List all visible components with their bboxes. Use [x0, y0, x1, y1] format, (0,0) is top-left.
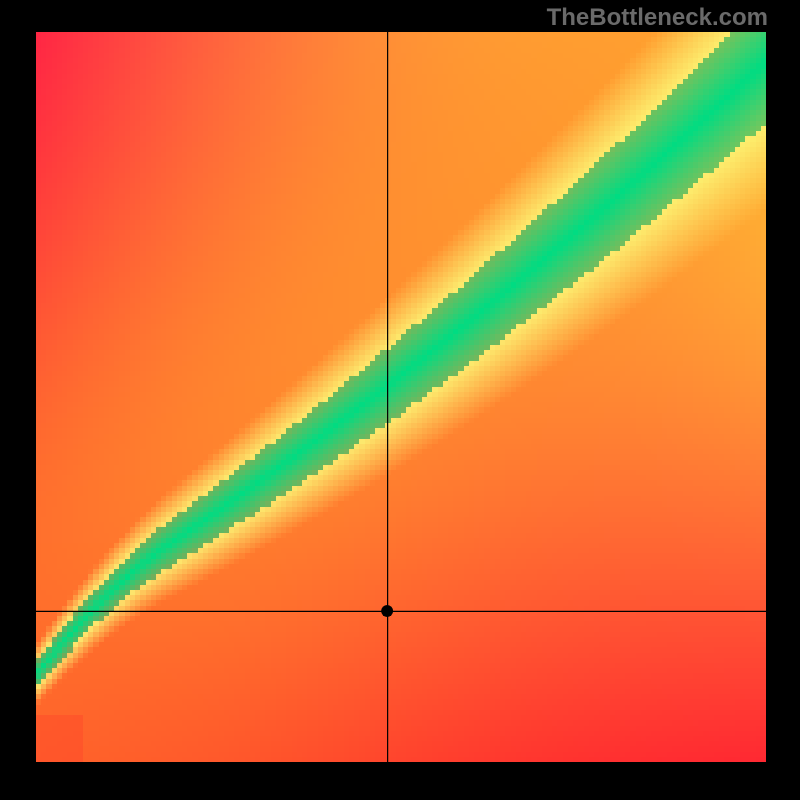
- watermark-text: TheBottleneck.com: [547, 4, 768, 32]
- chart-frame: TheBottleneck.com: [0, 0, 800, 800]
- bottleneck-heatmap: [36, 32, 766, 762]
